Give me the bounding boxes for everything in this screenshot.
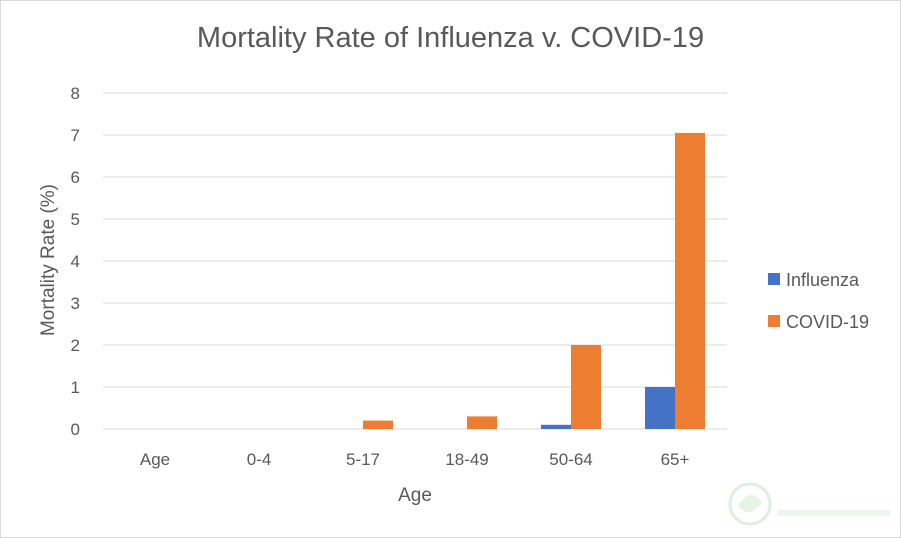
bar-covid-19-5	[675, 132, 705, 429]
legend-label: COVID-19	[786, 312, 869, 332]
gridlines	[103, 92, 727, 430]
bar-influenza-5	[645, 387, 675, 429]
x-tick-label: 5-17	[346, 450, 380, 469]
bar-covid-19-3	[467, 416, 497, 429]
bar-covid-19-4	[571, 345, 601, 429]
x-tick-label: 18-49	[445, 450, 488, 469]
x-tick-label: Age	[140, 450, 170, 469]
bars	[363, 132, 705, 429]
y-tick-label: 7	[71, 126, 80, 145]
chart-title: Mortality Rate of Influenza v. COVID-19	[196, 22, 705, 54]
y-axis-title: Mortality Rate (%)	[38, 184, 59, 336]
y-tick-label: 8	[71, 84, 80, 103]
x-tick-labels: Age 0-4 5-17 18-49 50-64 65+	[140, 450, 690, 469]
y-tick-label: 0	[71, 420, 80, 439]
y-tick-label: 1	[71, 378, 80, 397]
legend: Influenza COVID-19	[768, 270, 869, 332]
y-tick-label: 5	[71, 210, 80, 229]
x-tick-label: 50-64	[549, 450, 592, 469]
y-tick-label: 2	[71, 336, 80, 355]
y-tick-label: 3	[71, 294, 80, 313]
x-tick-label: 65+	[661, 450, 690, 469]
x-axis-title: Age	[398, 485, 432, 506]
bar-covid-19-2	[363, 420, 393, 429]
legend-label: Influenza	[786, 270, 860, 290]
y-tick-labels: 0 1 2 3 4 5 6 7 8	[71, 84, 80, 439]
legend-swatch	[768, 273, 780, 285]
watermark-logo-icon	[728, 482, 890, 526]
bar-influenza-4	[541, 424, 571, 429]
legend-swatch	[768, 315, 780, 327]
x-tick-label: 0-4	[247, 450, 272, 469]
y-tick-label: 4	[71, 252, 80, 271]
y-tick-label: 6	[71, 168, 80, 187]
